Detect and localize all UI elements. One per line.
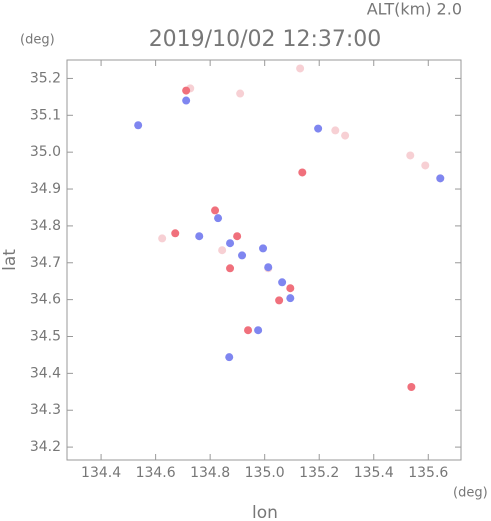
echo-point <box>436 174 445 183</box>
y-axis-label: lat <box>0 249 20 271</box>
echo-point <box>298 168 307 177</box>
x-axis-label: lon <box>252 503 278 521</box>
echo-point <box>225 353 234 362</box>
echo-point <box>244 326 253 335</box>
y-unit: (deg) <box>20 33 55 48</box>
y-tick-label: 35.2 <box>30 70 61 86</box>
echo-point <box>406 151 415 160</box>
x-tick-label: 134.6 <box>136 465 176 481</box>
echo-point <box>254 326 263 335</box>
x-tick-label: 135.4 <box>354 465 394 481</box>
echo-point <box>407 383 416 392</box>
echo-point <box>278 278 287 287</box>
echo-point <box>264 263 273 272</box>
echo-point <box>314 124 323 133</box>
x-unit: (deg) <box>453 486 488 501</box>
y-tick-label: 34.6 <box>30 292 61 308</box>
x-tick-label: 135.0 <box>245 465 285 481</box>
y-tick-label: 34.8 <box>30 218 61 234</box>
echo-point <box>226 239 235 248</box>
echo-point <box>226 264 235 273</box>
echo-point <box>236 89 245 98</box>
echo-point <box>182 86 191 95</box>
chart-title: 2019/10/02 12:37:00 <box>149 27 382 52</box>
echo-point <box>238 251 247 260</box>
x-tick-label: 135.2 <box>299 465 339 481</box>
echo-point <box>341 131 350 140</box>
x-tick-label: 134.8 <box>190 465 230 481</box>
altitude-label: ALT(km) 2.0 <box>367 0 462 19</box>
echo-point <box>233 232 242 241</box>
echo-point <box>195 232 204 241</box>
y-tick-label: 34.5 <box>30 328 61 344</box>
plot-frame <box>66 59 462 461</box>
echo-point <box>421 161 430 170</box>
y-tick-label: 34.4 <box>30 365 61 381</box>
y-tick-label: 35.0 <box>30 144 61 160</box>
x-tick-label: 134.4 <box>81 465 121 481</box>
echo-point <box>214 214 223 223</box>
echo-point <box>296 64 305 73</box>
y-tick-label: 34.9 <box>30 181 61 197</box>
echo-point <box>182 96 191 105</box>
echo-point <box>259 244 268 253</box>
y-tick-label: 34.7 <box>30 255 61 271</box>
echo-point <box>286 284 295 293</box>
echo-point <box>275 296 284 305</box>
echo-point <box>218 246 227 255</box>
y-tick-label: 35.1 <box>30 107 61 123</box>
echo-point <box>171 229 180 238</box>
echo-point <box>158 234 167 243</box>
y-tick-label: 34.3 <box>30 402 61 418</box>
y-tick-label: 34.2 <box>30 439 61 455</box>
echo-point <box>134 121 143 130</box>
echo-point <box>211 206 220 215</box>
x-tick-label: 135.6 <box>408 465 448 481</box>
echo-point <box>286 294 295 303</box>
echo-point <box>331 126 340 135</box>
